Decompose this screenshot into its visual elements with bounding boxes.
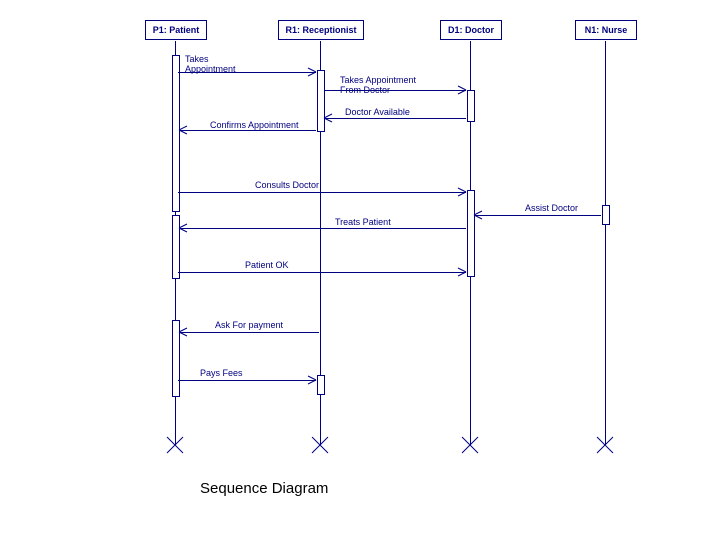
arrowhead-icon (324, 118, 325, 119)
activation-bar (317, 70, 325, 132)
participant-patient: P1: Patient (145, 20, 207, 40)
message-label: Doctor Available (345, 107, 410, 117)
message-line (179, 228, 466, 229)
message-line (178, 380, 316, 381)
destroy-icon (470, 445, 471, 446)
activation-bar (467, 190, 475, 277)
message-line (178, 192, 466, 193)
activation-bar (602, 205, 610, 225)
participant-label: R1: Receptionist (285, 25, 356, 35)
activation-bar (172, 215, 180, 279)
arrowhead-icon (179, 228, 180, 229)
message-line (179, 332, 319, 333)
message-line (474, 215, 601, 216)
destroy-icon (605, 445, 606, 446)
message-label: Takes Appointment (185, 54, 236, 74)
arrowhead-icon (474, 215, 475, 216)
lifeline-nurse (605, 41, 606, 445)
activation-bar (317, 375, 325, 395)
message-line (324, 118, 466, 119)
message-label: Pays Fees (200, 368, 243, 378)
arrowhead-icon (466, 192, 467, 193)
message-label: Consults Doctor (255, 180, 319, 190)
message-label: Patient OK (245, 260, 289, 270)
message-label: Ask For payment (215, 320, 283, 330)
message-label: Takes Appointment From Doctor (340, 75, 416, 95)
arrowhead-icon (466, 272, 467, 273)
arrowhead-icon (179, 332, 180, 333)
arrowhead-icon (316, 72, 317, 73)
diagram-caption: Sequence Diagram (200, 480, 328, 497)
sequence-diagram-canvas: P1: Patient R1: Receptionist D1: Doctor … (0, 0, 720, 540)
participant-nurse: N1: Nurse (575, 20, 637, 40)
arrowhead-icon (316, 380, 317, 381)
arrowhead-icon (179, 130, 180, 131)
message-label: Confirms Appointment (210, 120, 299, 130)
participant-label: D1: Doctor (448, 25, 494, 35)
arrowhead-icon (466, 90, 467, 91)
message-line (178, 272, 466, 273)
message-label: Treats Patient (335, 217, 391, 227)
destroy-icon (320, 445, 321, 446)
destroy-icon (175, 445, 176, 446)
participant-label: N1: Nurse (585, 25, 628, 35)
participant-doctor: D1: Doctor (440, 20, 502, 40)
activation-bar (172, 55, 180, 212)
message-line (179, 130, 316, 131)
participant-receptionist: R1: Receptionist (278, 20, 364, 40)
participant-label: P1: Patient (153, 25, 200, 35)
activation-bar (467, 90, 475, 122)
message-label: Assist Doctor (525, 203, 578, 213)
